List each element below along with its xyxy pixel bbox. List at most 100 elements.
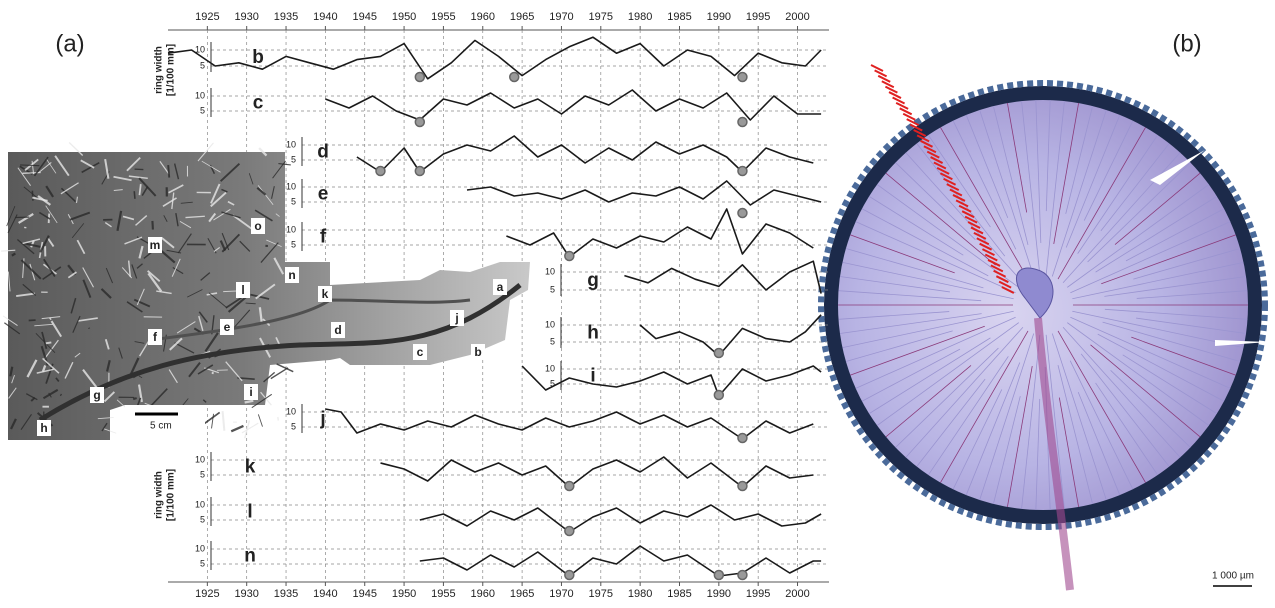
x-tick-label: 1965 — [510, 11, 534, 23]
branch — [213, 246, 221, 253]
branch — [137, 384, 143, 403]
series-label: e — [318, 184, 329, 205]
branch — [213, 208, 231, 221]
x-tick-label: 1955 — [431, 588, 455, 600]
x-tick-label: 1975 — [589, 11, 613, 23]
branch — [26, 359, 38, 378]
x-tick-label: 1960 — [471, 588, 495, 600]
x-tick-label: 1925 — [195, 588, 219, 600]
ray — [855, 221, 1016, 294]
cut — [1215, 340, 1268, 346]
x-tick-label: 1945 — [352, 11, 376, 23]
branch — [198, 311, 208, 323]
branch — [81, 161, 100, 174]
label-box — [236, 282, 250, 298]
branch — [82, 279, 92, 298]
series-label: i — [590, 366, 595, 387]
branch — [251, 393, 273, 409]
ring-mark — [930, 156, 944, 164]
ring-width-line — [466, 180, 822, 206]
ray — [916, 378, 986, 467]
ray — [1070, 316, 1231, 389]
y-axis-title: ring width — [154, 471, 165, 519]
ray — [952, 389, 1003, 490]
ray — [1095, 196, 1218, 273]
branch — [245, 302, 256, 305]
ray — [842, 261, 1014, 300]
branch — [147, 272, 163, 293]
measured-rings — [870, 64, 1015, 294]
ray — [1125, 208, 1225, 262]
branch — [221, 211, 241, 219]
branch — [20, 259, 42, 280]
branch — [208, 212, 217, 223]
branch — [134, 341, 145, 344]
branch — [248, 173, 254, 185]
ray — [1095, 382, 1158, 476]
branch — [38, 162, 52, 174]
branch — [126, 301, 143, 313]
ring-mark — [943, 177, 957, 186]
branch — [106, 360, 111, 372]
branch — [17, 167, 31, 186]
branch — [202, 411, 221, 426]
series-label: f — [320, 227, 327, 248]
ring-mark — [973, 231, 987, 240]
branch — [241, 422, 259, 434]
missing-ring-marker — [375, 165, 386, 177]
branch — [23, 186, 40, 200]
x-tick-label: 1970 — [549, 11, 573, 23]
photo-label: o — [254, 219, 261, 233]
ray — [965, 362, 1021, 496]
branch — [141, 186, 149, 196]
y-tick-label: 5 — [291, 239, 296, 249]
branch — [47, 237, 55, 248]
x-tick-label: 1970 — [549, 588, 573, 600]
branch — [257, 414, 263, 427]
ray — [1069, 360, 1134, 490]
ring-width-line — [419, 545, 822, 577]
branch — [74, 352, 81, 358]
branch — [177, 233, 192, 254]
branch — [275, 213, 280, 217]
branch — [232, 214, 253, 230]
branch — [30, 240, 35, 248]
ring-width-line — [639, 314, 822, 357]
branch — [219, 163, 241, 182]
branch — [131, 264, 138, 279]
branch — [225, 361, 243, 382]
branch — [169, 337, 183, 351]
series-label: g — [587, 270, 599, 291]
ray — [1080, 353, 1170, 467]
ring-width-line — [325, 89, 822, 121]
ring-width-line — [521, 365, 822, 397]
ray — [1065, 105, 1093, 214]
branch — [45, 185, 55, 198]
branch — [75, 196, 78, 203]
branch — [276, 363, 294, 373]
label-box — [318, 286, 332, 302]
ring-mark — [995, 275, 1009, 284]
scale-box — [125, 405, 205, 440]
y-tick-label: 5 — [200, 60, 205, 70]
branch — [174, 342, 195, 354]
branch — [45, 158, 57, 174]
ring-mark — [987, 259, 1001, 267]
branch — [271, 186, 275, 199]
missing-ring-marker — [564, 569, 575, 581]
ring-mark — [984, 253, 998, 262]
photo-label: g — [93, 388, 100, 402]
label-box — [285, 267, 299, 283]
missing-ring-marker — [564, 525, 575, 537]
branch — [124, 236, 143, 245]
ray — [1051, 333, 1107, 501]
branch — [172, 266, 184, 275]
ring-mark — [949, 188, 963, 197]
ring-mark — [895, 102, 909, 110]
y-tick-label: 10 — [286, 224, 296, 234]
y-tick-label: 10 — [195, 454, 205, 464]
ray — [1057, 365, 1093, 505]
branch — [260, 242, 279, 263]
ring-mark — [899, 107, 913, 116]
branch — [278, 162, 291, 166]
